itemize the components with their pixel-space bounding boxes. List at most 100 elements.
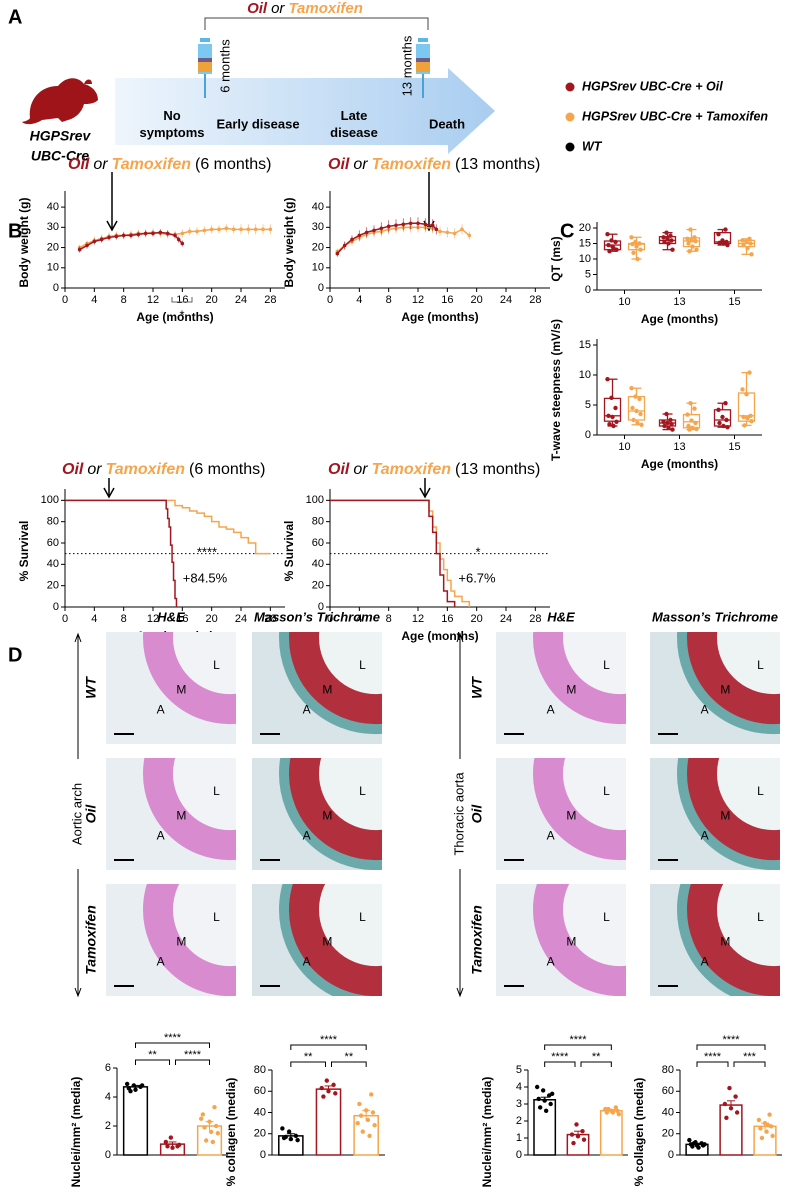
panel-label: A bbox=[8, 6, 22, 28]
data-point bbox=[722, 1101, 728, 1107]
treatment-title-part: Oil bbox=[247, 0, 268, 17]
data-point bbox=[696, 1145, 701, 1150]
data-point bbox=[728, 1106, 734, 1111]
data-point bbox=[661, 235, 666, 240]
chart-title: Oil or Tamoxifen (13 months) bbox=[328, 461, 540, 478]
panel-label: C bbox=[560, 220, 574, 242]
y-tick-label: 40 bbox=[312, 201, 324, 213]
significance-bracket bbox=[290, 1061, 326, 1067]
data-point bbox=[740, 238, 745, 243]
data-point bbox=[727, 1085, 732, 1091]
data-point bbox=[180, 231, 185, 236]
x-tick-label: 16 bbox=[441, 294, 453, 306]
data-point bbox=[372, 228, 376, 233]
data-point bbox=[203, 1138, 209, 1143]
image-label: M bbox=[322, 808, 332, 822]
stage-label: Death bbox=[429, 116, 465, 131]
data-point bbox=[668, 417, 673, 423]
chart-title-part: Tamoxifen bbox=[106, 461, 186, 478]
data-point bbox=[613, 239, 618, 245]
y-tick-label: 0 bbox=[516, 1149, 522, 1161]
data-point bbox=[629, 235, 634, 240]
annotation: * bbox=[179, 307, 184, 322]
significance-label: *** bbox=[743, 1051, 757, 1063]
histology-image bbox=[650, 884, 780, 996]
data-point bbox=[634, 244, 639, 249]
media bbox=[289, 884, 382, 996]
x-tick-label: 8 bbox=[386, 613, 392, 625]
chart-title-part: Oil bbox=[62, 461, 84, 478]
column-header: Masson’s Trichrome bbox=[652, 609, 778, 624]
y-tick-label: 0 bbox=[105, 1149, 111, 1161]
x-tick-label: 28 bbox=[529, 613, 541, 625]
data-point bbox=[745, 245, 750, 251]
data-point bbox=[716, 407, 721, 412]
data-point bbox=[133, 1087, 138, 1092]
data-point bbox=[639, 422, 644, 427]
image-label: A bbox=[701, 955, 709, 969]
data-point bbox=[128, 1089, 133, 1094]
row-label: WT bbox=[83, 676, 99, 699]
data-point bbox=[702, 1142, 707, 1147]
data-point bbox=[734, 1110, 740, 1115]
chart-title-part: (13 months) bbox=[455, 461, 540, 478]
data-point bbox=[319, 1085, 324, 1091]
data-point bbox=[163, 1139, 169, 1145]
data-point bbox=[394, 223, 398, 228]
histology-image bbox=[496, 884, 626, 996]
y-tick-label: 40 bbox=[312, 558, 324, 570]
legend-marker bbox=[565, 142, 575, 152]
data-point bbox=[687, 249, 692, 254]
data-point bbox=[744, 392, 749, 397]
data-point bbox=[165, 231, 170, 236]
data-point bbox=[543, 1108, 549, 1114]
data-point bbox=[580, 1129, 585, 1134]
data-point bbox=[668, 233, 673, 238]
x-tick-label: 20 bbox=[471, 613, 483, 625]
histology-image bbox=[496, 758, 626, 870]
y-tick-label: 5 bbox=[585, 399, 591, 411]
x-tick-label: 24 bbox=[500, 613, 512, 625]
significance-bracket bbox=[135, 1042, 210, 1048]
data-point bbox=[694, 247, 699, 252]
x-tick-label: 4 bbox=[91, 613, 97, 625]
x-tick-label: 12 bbox=[147, 294, 159, 306]
data-point bbox=[445, 230, 450, 235]
x-tick-label: 16 bbox=[176, 613, 188, 625]
x-axis-label: Age (months) bbox=[401, 310, 478, 324]
data-point bbox=[210, 1139, 216, 1145]
y-tick-label: 0 bbox=[318, 601, 324, 613]
model-name: HGPSrev bbox=[30, 128, 92, 144]
data-point bbox=[452, 231, 457, 236]
row-label: Oil bbox=[469, 804, 485, 824]
data-point bbox=[717, 420, 722, 426]
image-label: L bbox=[603, 910, 610, 924]
image-label: M bbox=[720, 682, 730, 696]
media bbox=[687, 758, 780, 861]
y-tick-label: 40 bbox=[254, 1106, 266, 1118]
data-point bbox=[686, 423, 691, 429]
y-tick-label: 4 bbox=[105, 1091, 111, 1103]
data-point bbox=[687, 427, 692, 432]
bar bbox=[599, 1110, 623, 1156]
data-point bbox=[689, 238, 694, 243]
data-point bbox=[77, 247, 82, 252]
column-header: Masson’s Trichrome bbox=[254, 609, 380, 624]
significance-label: **** bbox=[320, 1034, 338, 1046]
data-point bbox=[723, 227, 728, 232]
data-point bbox=[536, 1096, 541, 1102]
y-tick-label: 15 bbox=[579, 237, 591, 249]
y-tick-label: 30 bbox=[47, 221, 59, 233]
y-axis-label: % Survival bbox=[17, 521, 31, 582]
significance-label: **** bbox=[704, 1051, 722, 1063]
adventitia bbox=[279, 884, 382, 996]
data-point bbox=[725, 242, 730, 248]
injection-arrow-head bbox=[419, 487, 431, 499]
data-point bbox=[176, 237, 181, 242]
data-point bbox=[725, 425, 730, 430]
data-point bbox=[665, 420, 670, 426]
media bbox=[143, 884, 236, 996]
image-label: M bbox=[566, 682, 576, 696]
chart-title-part: (6 months) bbox=[189, 461, 265, 478]
data-point bbox=[721, 241, 726, 246]
